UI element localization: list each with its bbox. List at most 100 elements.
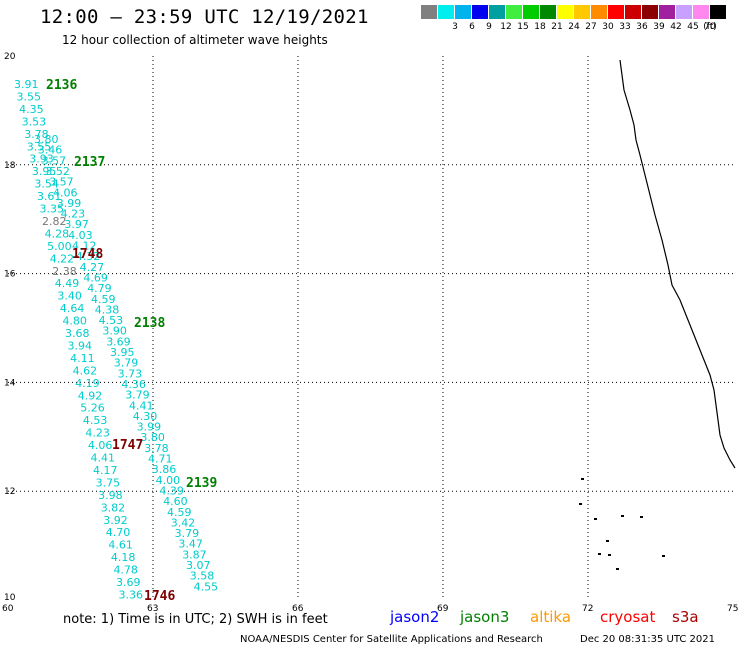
swh-value: 4.39: [159, 484, 184, 497]
swh-value: 3.07: [186, 559, 211, 572]
swh-value: 3.78: [24, 128, 49, 141]
island: [579, 503, 582, 505]
swh-value: 4.36: [121, 378, 145, 391]
legend-label: 21: [551, 22, 563, 32]
legend-swatch: [659, 5, 675, 19]
legend-swatch: [506, 5, 522, 19]
swh-value: 3.95: [110, 346, 135, 359]
swh-value: 4.06: [88, 439, 113, 452]
legend-swatch: [472, 5, 488, 19]
island: [662, 555, 665, 557]
swh-value: 3.73: [118, 367, 143, 380]
legend-label: 15: [517, 22, 529, 32]
pass-label: 2136: [46, 78, 77, 93]
swh-value: 4.19: [75, 377, 100, 390]
swh-value: 3.78: [144, 442, 169, 455]
swh-value: 3.52: [45, 165, 70, 178]
island: [598, 553, 601, 555]
swh-value: 4.06: [53, 186, 78, 199]
legend-swatch: [557, 5, 573, 19]
swh-value: 2.38: [52, 265, 77, 278]
legend-swatch: [421, 5, 437, 19]
swh-value: 3.35: [40, 203, 65, 216]
swh-value: 4.49: [55, 277, 80, 290]
island: [606, 540, 609, 542]
map-title: 12:00 – 23:59 UTC 12/19/2021: [40, 6, 369, 28]
island: [581, 478, 584, 480]
swh-value: 3.79: [114, 357, 139, 370]
x-tick-label: 60: [2, 604, 14, 614]
x-tick-label: 63: [147, 604, 158, 614]
swh-value: 4.62: [73, 364, 98, 377]
swh-value: 4.23: [61, 208, 86, 221]
swh-value: 3.61: [37, 190, 62, 203]
legend-swatch: [642, 5, 658, 19]
swh-value: 3.58: [190, 570, 215, 583]
swh-value: 4.64: [60, 302, 85, 315]
swh-value: 3.75: [96, 476, 121, 489]
swh-value: 3.86: [152, 463, 177, 476]
legend-label: 27: [585, 22, 597, 32]
pass-label: 2137: [74, 155, 105, 170]
swh-value: 4.11: [70, 352, 95, 365]
legend-label: 42: [670, 22, 682, 32]
swh-value: 4.41: [129, 399, 154, 412]
legend-swatch: [710, 5, 726, 19]
swh-value: 4.28: [45, 227, 70, 240]
legend-label: 33: [619, 22, 631, 32]
island: [594, 518, 597, 520]
pass-label: 2138: [134, 316, 165, 331]
swh-value: 4.69: [83, 271, 108, 284]
legend-label: 36: [636, 22, 648, 32]
legend-swatch: [523, 5, 539, 19]
swh-value: 3.55: [27, 140, 52, 153]
swh-value: 4.12: [72, 240, 97, 253]
legend-swatch: [540, 5, 556, 19]
legend-label: 24: [568, 22, 580, 32]
footer-note: note: 1) Time is in UTC; 2) SWH is in fe…: [63, 612, 328, 627]
legend-swatch: [489, 5, 505, 19]
y-tick-label: 10: [4, 593, 16, 603]
swh-value: 3.80: [140, 431, 165, 444]
legend-swatch: [574, 5, 590, 19]
swh-value: 3.87: [182, 548, 207, 561]
pass-label: 1748: [72, 247, 103, 262]
credit-text: NOAA/NESDIS Center for Satellite Applica…: [240, 634, 543, 645]
swh-value: 4.61: [108, 539, 133, 552]
pass-label: 1747: [112, 438, 143, 453]
swh-value: 4.55: [194, 580, 219, 593]
swh-value: 3.40: [57, 290, 82, 303]
map-subtitle: 12 hour collection of altimeter wave hei…: [62, 33, 328, 47]
swh-value: 4.79: [87, 282, 112, 295]
swh-value: 4.23: [85, 427, 110, 440]
swh-value: 3.80: [34, 133, 59, 146]
sat-jason3: jason3: [460, 608, 510, 626]
swh-value: 4.38: [95, 303, 120, 316]
swh-value: 4.60: [163, 495, 188, 508]
swh-value: 4.03: [68, 229, 93, 242]
swh-value: 3.69: [106, 335, 131, 348]
swh-value: 4.18: [111, 551, 135, 564]
legend-swatch: [625, 5, 641, 19]
swh-value: 3.97: [64, 218, 89, 231]
y-tick-label: 12: [4, 487, 15, 497]
x-tick-label: 72: [582, 604, 593, 614]
coastline: [619, 59, 736, 469]
swh-value: 4.17: [93, 464, 118, 477]
swh-value: 5.26: [80, 402, 105, 415]
swh-value: 4.70: [106, 526, 131, 539]
swh-value: 4.22: [50, 252, 74, 265]
swh-value: 4.41: [91, 452, 116, 465]
legend-label: 70: [704, 22, 716, 32]
y-tick-label: 14: [4, 378, 16, 388]
swh-value: 4.32: [76, 250, 101, 263]
swh-value: 3.99: [57, 197, 82, 210]
legend-swatch: [608, 5, 624, 19]
island: [608, 554, 611, 556]
legend-label: 45: [687, 22, 699, 32]
swh-value: 2.82: [42, 215, 67, 228]
x-tick-label: 66: [292, 604, 304, 614]
swh-value: 3.93: [29, 153, 54, 166]
swh-value: 3.95: [32, 165, 56, 178]
legend-unit: (ft): [703, 22, 717, 32]
